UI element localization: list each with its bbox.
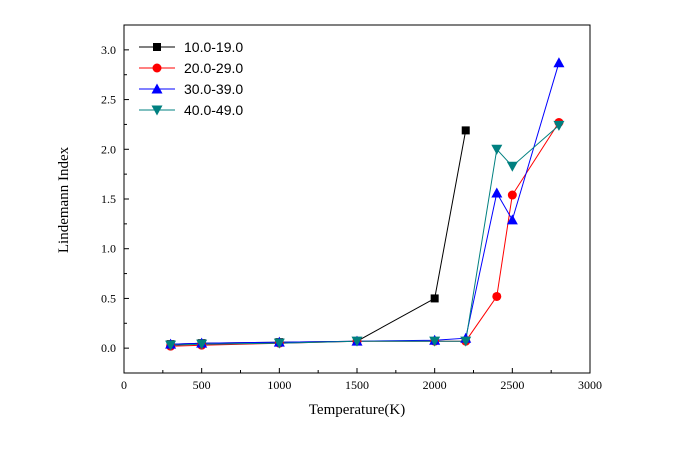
y-tick-label: 0.5: [101, 291, 116, 305]
legend-label: 40.0-49.0: [184, 102, 243, 118]
legend-marker: [152, 63, 162, 73]
data-point-series-1: [461, 126, 470, 135]
plot-frame: [123, 24, 591, 374]
legend-label: 30.0-39.0: [184, 81, 243, 97]
data-point-series-3: [553, 57, 565, 68]
x-tick-label: 1500: [345, 378, 369, 392]
series-line-1: [170, 130, 467, 345]
data-point-series-3: [506, 214, 518, 225]
legend-marker: [151, 83, 163, 94]
data-point-series-4: [506, 161, 518, 172]
y-tick-label: 2.5: [101, 93, 116, 107]
legend: 10.0-19.0 20.0-29.0 30.0-39.0 40.0-49.0: [139, 39, 243, 118]
axis-ticks: 0 500 1000 1500 2000 2500 3000 0.0 0.5 1.0 1.5 2.0 2…: [101, 24, 602, 392]
series-line-4: [170, 125, 560, 346]
y-tick-label: 0.0: [101, 341, 116, 355]
x-tick-label: 3000: [578, 378, 602, 392]
series-markers: [165, 57, 565, 351]
y-tick-label: 1.0: [101, 242, 116, 256]
data-point-series-4: [351, 336, 363, 347]
data-point-series-1: [430, 294, 439, 303]
data-point-series-4: [429, 336, 441, 347]
x-axis-title: Temperature(K): [309, 402, 405, 418]
y-tick-label: 3.0: [101, 43, 116, 57]
x-tick-label: 2000: [423, 378, 447, 392]
data-point-series-4: [165, 340, 177, 351]
legend-label: 20.0-29.0: [184, 60, 243, 76]
series-line-2: [170, 122, 560, 347]
data-point-series-4: [491, 144, 503, 155]
x-tick-label: 500: [193, 378, 211, 392]
y-tick-label: 1.5: [101, 192, 116, 206]
data-point-series-4: [460, 336, 472, 347]
x-tick-label: 0: [121, 378, 127, 392]
data-point-series-3: [491, 187, 503, 198]
x-tick-label: 1000: [267, 378, 291, 392]
legend-marker: [151, 105, 163, 116]
y-axis-title: Lindemann Index: [56, 146, 72, 253]
data-point-series-2: [492, 291, 502, 301]
data-point-series-4: [196, 339, 208, 350]
x-tick-label: 2500: [500, 378, 524, 392]
legend-marker: [153, 43, 161, 51]
data-point-series-2: [507, 190, 517, 200]
y-tick-label: 2.0: [101, 142, 116, 156]
data-point-series-4: [553, 120, 565, 131]
data-point-series-4: [273, 338, 285, 349]
legend-label: 10.0-19.0: [184, 39, 243, 55]
